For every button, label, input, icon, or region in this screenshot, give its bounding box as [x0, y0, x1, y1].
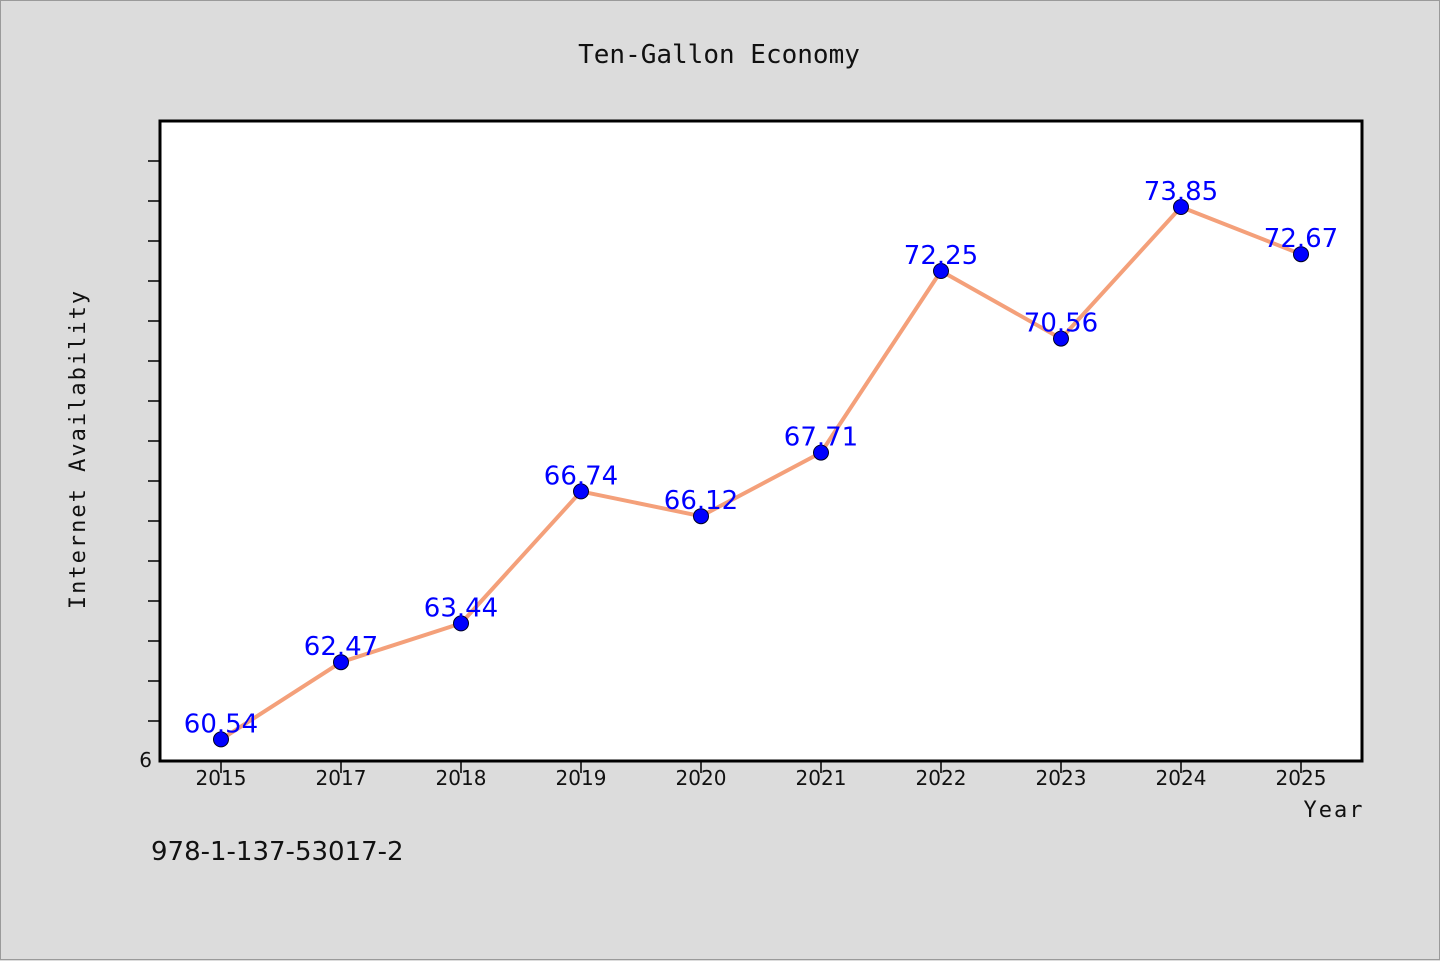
data-point: [813, 444, 829, 461]
series-line-group: [219, 205, 1302, 742]
data-points: [213, 199, 1309, 748]
data-label: 70.56: [1024, 309, 1098, 339]
data-label: 66.74: [544, 461, 618, 491]
data-label: 63.44: [424, 593, 498, 623]
chart-title: Ten-Gallon Economy: [578, 40, 860, 70]
y-tick-label: 6: [139, 748, 152, 772]
data-point: [453, 615, 469, 632]
x-tick-label: 2025: [1276, 766, 1327, 790]
x-axis-ticks: 2015 2017 2018 2019 2020 2021 2022 2023 2024 2025: [196, 761, 1327, 790]
data-labels: 60.54 62.47 63.44 66.74 66.12 67.71 72.25 70.56…: [184, 177, 1338, 739]
x-tick-label: 2017: [316, 766, 367, 790]
y-axis-label: Internet Availability: [66, 289, 91, 609]
x-tick-label: 2019: [556, 766, 607, 790]
x-tick-label: 2018: [436, 766, 487, 790]
data-label: 67.71: [784, 423, 858, 453]
data-point: [1173, 199, 1189, 215]
data-point: [1053, 330, 1069, 347]
data-label: 62.47: [304, 632, 378, 662]
data-point: [933, 263, 949, 279]
data-point: [693, 508, 709, 525]
data-label: 66.12: [664, 486, 738, 516]
x-tick-label: 2023: [1036, 766, 1087, 790]
data-label: 60.54: [184, 709, 258, 739]
data-label: 72.67: [1264, 224, 1338, 254]
data-point: [213, 731, 229, 748]
data-label: 72.25: [904, 241, 978, 271]
x-tick-label: 2024: [1156, 766, 1207, 790]
data-point: [1293, 246, 1309, 263]
data-point: [573, 483, 589, 500]
y-axis-ticks: 6: [139, 160, 160, 772]
isbn-text: 978-1-137-53017-2: [151, 837, 404, 867]
data-label: 73.85: [1144, 177, 1218, 207]
x-axis-label: Year: [1304, 798, 1365, 823]
data-point: [333, 654, 349, 671]
x-tick-label: 2020: [676, 766, 727, 790]
x-tick-label: 2022: [916, 766, 967, 790]
x-tick-label: 2021: [796, 766, 847, 790]
x-tick-label: 2015: [196, 766, 247, 790]
series-line: [219, 205, 1302, 742]
